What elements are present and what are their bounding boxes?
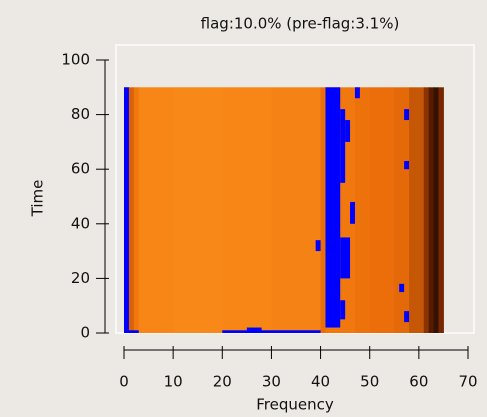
x-tick-label: 60 [409,373,428,391]
heat-cell [433,87,440,333]
chart-title: flag:10.0% (pre-flag:3.1%) [201,15,400,33]
y-tick-label: 20 [71,269,90,287]
flag-cell [222,330,321,333]
flag-cell [354,87,360,99]
heat-cell [354,87,371,333]
heat-cell [423,87,430,333]
y-tick-label: 80 [71,105,90,123]
flag-cell [345,120,351,142]
x-tick-label: 70 [458,373,477,391]
flag-cell [315,240,321,252]
x-tick-label: 30 [262,373,281,391]
heat-cell [133,87,140,333]
y-axis-label: Time [29,180,47,218]
flag-cell [399,283,405,293]
x-tick-label: 10 [164,373,183,391]
x-axis-label: Frequency [256,396,334,414]
flag-cell [340,237,351,279]
x-tick-label: 40 [311,373,330,391]
heat-cell [369,87,395,333]
heat-cell [409,87,425,333]
heat-cell [394,87,410,333]
y-tick-label: 40 [71,214,90,232]
y-tick-label: 100 [61,51,90,69]
x-tick-label: 0 [119,373,129,391]
x-tick-label: 20 [213,373,232,391]
y-tick-label: 0 [80,324,90,342]
flag-cell [124,87,129,333]
heat-cell [271,87,322,333]
flag-cell [350,201,355,224]
heat-cell [438,87,444,333]
heat-cell [128,87,135,333]
flag-cell [340,300,346,320]
flag-cell [340,109,346,183]
heat-cell [428,87,435,333]
heat-cell [320,87,326,333]
x-tick-label: 50 [360,373,379,391]
flag-cell [404,109,410,121]
flag-cell [246,327,262,333]
flag-cell [404,311,410,323]
heat-cell [222,87,272,333]
heat-cell [173,87,223,333]
y-tick-label: 60 [71,160,90,178]
flag-cell [124,330,139,333]
flag-cell [404,161,410,170]
flag-cell [325,87,341,328]
heat-cell [138,87,174,333]
